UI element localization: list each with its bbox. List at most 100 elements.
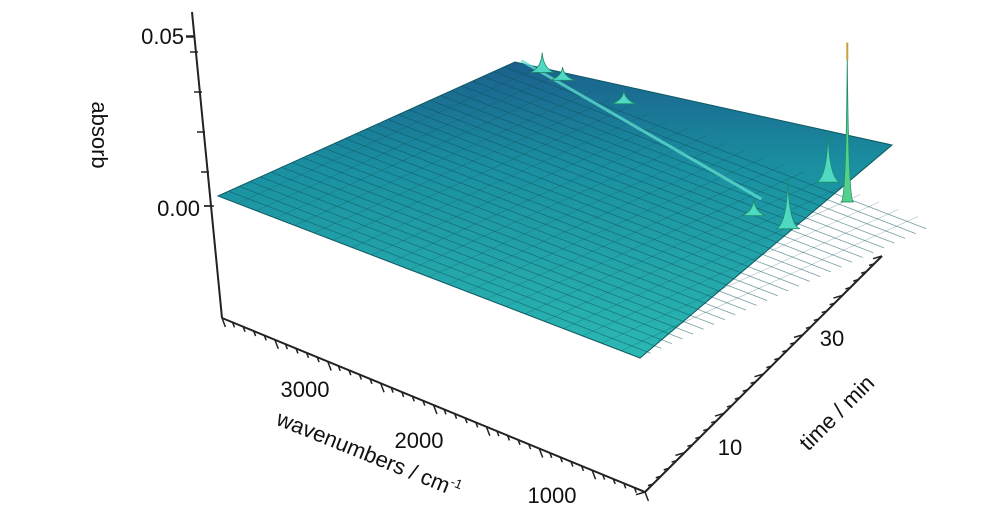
x-axis-tick — [485, 426, 491, 437]
surface-grid-lines — [228, 59, 927, 354]
y-axis-tick — [821, 310, 827, 314]
svg-text:wavenumbers / cm-1: wavenumbers / cm-1 — [272, 404, 465, 502]
surface-time-line — [355, 133, 779, 297]
surface-wavenumber-line — [524, 179, 823, 315]
surface-time-line — [461, 85, 885, 249]
surface-time-line — [302, 157, 726, 321]
x-axis-tick — [305, 352, 310, 359]
x-axis-title: wavenumbers / cm-1 — [272, 404, 465, 502]
surface-plane — [216, 42, 927, 359]
y-axis-tick — [647, 483, 654, 487]
surface-time-line — [292, 162, 715, 325]
x-axis-tick — [390, 387, 394, 393]
surface-wavenumber-line — [352, 113, 650, 248]
surface-time-line — [483, 75, 906, 239]
surface-time-line — [451, 90, 874, 254]
surface-time-line — [376, 123, 800, 287]
z-tick-label-0.00: 0.00 — [157, 196, 200, 221]
x-axis-tick — [316, 356, 320, 363]
x-axis-tick — [274, 339, 279, 350]
x-axis-tick — [348, 369, 352, 376]
x-axis-tick — [475, 422, 479, 428]
y-axis-tick — [671, 459, 677, 463]
y-axis-tick — [872, 255, 883, 260]
x-axis-tick — [591, 469, 597, 480]
peak-mark — [815, 132, 841, 183]
y-axis-tick — [742, 389, 748, 392]
y-axis-tick — [766, 365, 772, 369]
y-axis-tick — [675, 451, 685, 457]
surface-wavenumber-line — [428, 142, 727, 278]
peak-mark — [550, 66, 575, 81]
surface-time-line — [260, 176, 683, 340]
x-tick-label-3000: 3000 — [281, 377, 330, 402]
surface-time-line — [228, 190, 651, 354]
surface-wavenumber-line — [294, 91, 592, 226]
x-axis-tick — [231, 322, 236, 328]
x-axis-tick — [527, 443, 532, 450]
x-axis-tick — [379, 382, 385, 393]
y-axis-tick — [833, 294, 843, 299]
x-axis-tick — [517, 439, 521, 446]
z-tick-label-0.05: 0.05 — [141, 24, 184, 49]
x-axis-tick — [401, 391, 405, 398]
peak-mark — [530, 52, 555, 73]
x-axis-tick — [337, 365, 341, 372]
y-axis-tick — [687, 444, 693, 448]
surface-ridge — [520, 59, 763, 201]
x-axis-tick — [623, 483, 627, 489]
y-axis-tick — [845, 286, 851, 290]
surface-time-line — [313, 152, 736, 316]
surface-wavenumber-line — [486, 164, 784, 300]
x-axis-tick — [221, 317, 227, 328]
z-axis-title: absorb — [87, 101, 112, 168]
y-axis-tick — [714, 412, 725, 417]
peak-mark — [741, 199, 766, 217]
y-axis-tick — [710, 420, 717, 424]
y-axis-tick — [781, 349, 788, 353]
x-tick-label-2000: 2000 — [395, 428, 444, 453]
surface-wavenumber-line — [448, 150, 746, 285]
surface-time-line — [419, 104, 842, 268]
peak-mark — [611, 90, 637, 105]
surface-wavenumber-line — [390, 127, 688, 263]
surface-time-line — [249, 181, 672, 345]
z-axis-line — [191, 11, 223, 319]
y-axis-tick — [734, 396, 741, 400]
x-axis-tick — [612, 478, 616, 485]
x-axis-tick — [633, 487, 638, 493]
y-axis-tick — [868, 263, 875, 267]
surface-wavenumber-line — [601, 208, 899, 344]
y-tick-label-10: 10 — [718, 435, 742, 460]
surface-time-line — [270, 171, 694, 335]
x-axis-tick — [327, 361, 332, 371]
x-axis-tick — [411, 396, 415, 402]
x-axis-tick — [263, 335, 267, 341]
y-axis-tick — [774, 357, 780, 361]
x-axis-tick — [601, 474, 606, 480]
y-axis-tick — [793, 333, 804, 339]
surface-wavenumber-line — [543, 186, 842, 322]
x-axis-tick — [538, 448, 544, 458]
x-axis-tick — [369, 378, 373, 385]
surface-wavenumber-line — [563, 194, 861, 329]
surface-time-line — [366, 128, 789, 292]
surface-time-line — [472, 80, 895, 244]
x-axis-tick — [464, 417, 468, 424]
surface-time-line — [334, 142, 757, 306]
y-axis-tick — [635, 491, 646, 496]
x-axis-tick — [432, 404, 438, 415]
x-axis-tick — [295, 348, 299, 354]
x-axis-tick — [496, 430, 500, 437]
x-axis-tick — [443, 409, 447, 415]
x-tick-label-1000: 1000 — [528, 483, 577, 508]
surface-peaks — [530, 42, 855, 230]
y-axis-tick — [829, 302, 835, 306]
x-axis-tick — [453, 413, 458, 419]
x-axis-tick — [358, 374, 363, 380]
x-axis-tick — [549, 452, 553, 459]
y-axis-tick — [754, 373, 764, 378]
x-axis-tick — [644, 491, 650, 502]
surface-wavenumber-line — [275, 83, 573, 219]
